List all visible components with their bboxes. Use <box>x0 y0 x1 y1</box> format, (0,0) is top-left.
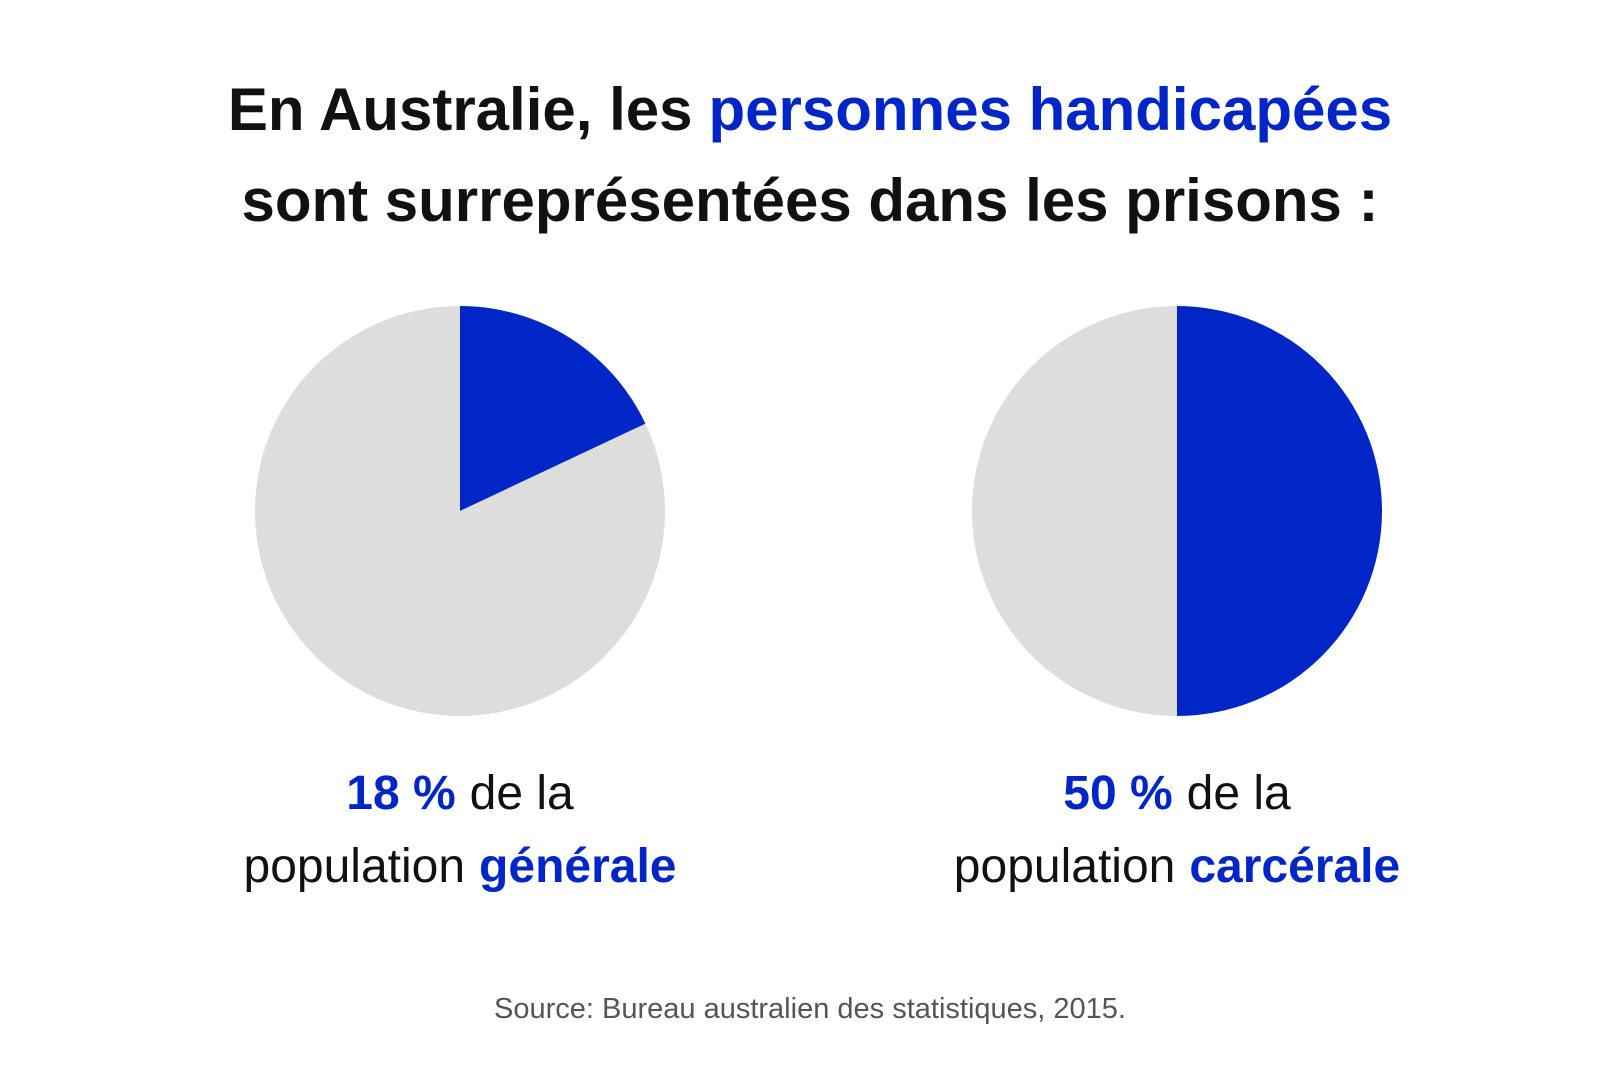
caption-text: de la <box>470 767 574 820</box>
caption-line-1: 50 % de la <box>1063 767 1291 820</box>
caption-line-2: population générale <box>244 840 677 893</box>
pie-slice <box>972 306 1177 716</box>
pie-slice <box>460 306 646 511</box>
title-line-1: En Australie, les personnes handicapées <box>228 76 1392 143</box>
title-part: En Australie, les <box>228 76 693 143</box>
caption-text: de la <box>1187 767 1291 820</box>
caption-text: population <box>244 840 466 893</box>
pie-slice <box>1177 306 1382 716</box>
caption-line-1: 18 % de la <box>346 767 574 820</box>
value-label: 50 % <box>1063 767 1172 820</box>
source: Source: Bureau australien des statistiqu… <box>494 993 1126 1025</box>
caption-highlight: générale <box>479 840 676 893</box>
pie-slice <box>255 306 665 717</box>
title-line-2: sont surreprésentées dans les prisons : <box>241 167 1378 234</box>
value-label: 18 % <box>346 767 455 820</box>
title-highlight: personnes handicapées <box>709 76 1393 143</box>
caption-highlight: carcérale <box>1189 840 1400 893</box>
caption-line-2: population carcérale <box>954 840 1400 893</box>
caption-text: population <box>954 840 1176 893</box>
